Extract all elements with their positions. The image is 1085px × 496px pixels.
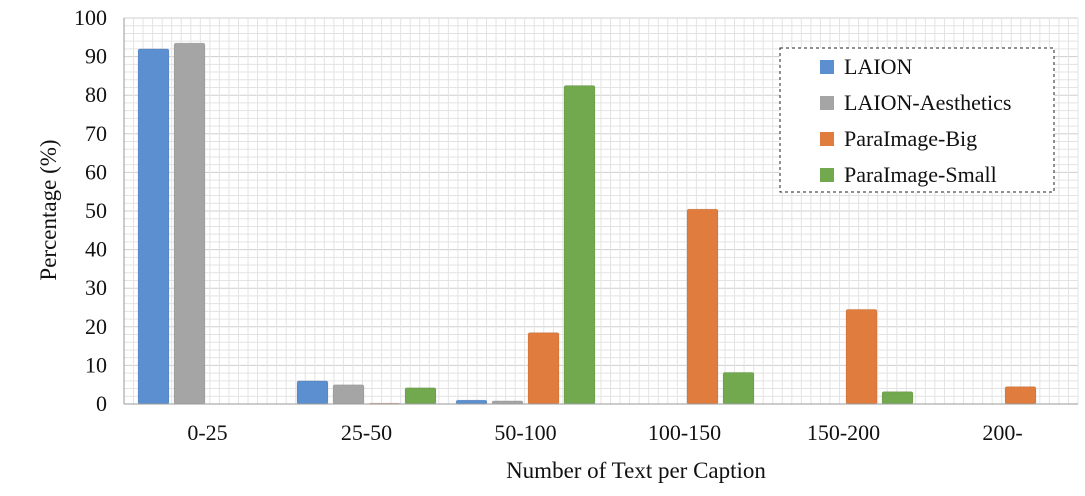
bar-laion-aesthetics-0-25 xyxy=(173,42,206,405)
legend-swatch xyxy=(820,132,834,146)
bar-paraimage-big-150-200 xyxy=(845,308,878,405)
y-tick-label: 40 xyxy=(85,237,107,262)
bars xyxy=(137,42,1037,405)
legend-label: LAION xyxy=(844,54,913,79)
bar-laion-aesthetics-25-50 xyxy=(332,384,365,405)
legend-label: LAION-Aesthetics xyxy=(844,90,1011,115)
x-tick-label: 200- xyxy=(982,420,1022,445)
x-tick-label: 100-150 xyxy=(648,420,721,445)
legend-swatch xyxy=(820,96,834,110)
bar-paraimage-small-25-50 xyxy=(404,387,437,405)
legend-swatch xyxy=(820,60,834,74)
y-tick-label: 70 xyxy=(85,121,107,146)
bar-laion-25-50 xyxy=(296,380,329,405)
x-tick-label: 0-25 xyxy=(187,420,227,445)
axes: 0 10 20 30 40 50 60 70 80 90 100 0-25 25-50 50-100 100… xyxy=(74,5,1078,445)
bar-laion-50-100 xyxy=(455,399,488,405)
y-tick-label: 30 xyxy=(85,275,107,300)
y-tick-label: 80 xyxy=(85,82,107,107)
y-tick-label: 60 xyxy=(85,159,107,184)
legend-label: ParaImage-Small xyxy=(844,162,997,187)
x-tick-label: 150-200 xyxy=(807,420,880,445)
bar-paraimage-big-200- xyxy=(1004,386,1037,405)
bar-laion-0-25 xyxy=(137,48,170,405)
y-tick-label: 10 xyxy=(85,352,107,377)
y-tick-label: 0 xyxy=(96,391,107,416)
y-tick-label: 90 xyxy=(85,44,107,69)
legend-label: ParaImage-Big xyxy=(844,126,977,151)
y-axis-title: Percentage (%) xyxy=(36,139,61,280)
y-tick-label: 50 xyxy=(85,198,107,223)
x-axis-title: Number of Text per Caption xyxy=(506,458,766,483)
bar-paraimage-small-150-200 xyxy=(881,391,914,405)
y-tick-label: 100 xyxy=(74,5,107,30)
legend: LAION LAION-Aesthetics ParaImage-Big ParaIm… xyxy=(779,47,1055,193)
bar-paraimage-small-100-150 xyxy=(722,371,755,405)
bar-paraimage-big-50-100 xyxy=(527,332,560,405)
x-tick-label: 25-50 xyxy=(341,420,392,445)
y-tick-label: 20 xyxy=(85,314,107,339)
bar-paraimage-small-50-100 xyxy=(563,85,596,405)
x-tick-label: 50-100 xyxy=(494,420,556,445)
legend-swatch xyxy=(820,168,834,182)
bar-paraimage-big-100-150 xyxy=(686,208,719,405)
